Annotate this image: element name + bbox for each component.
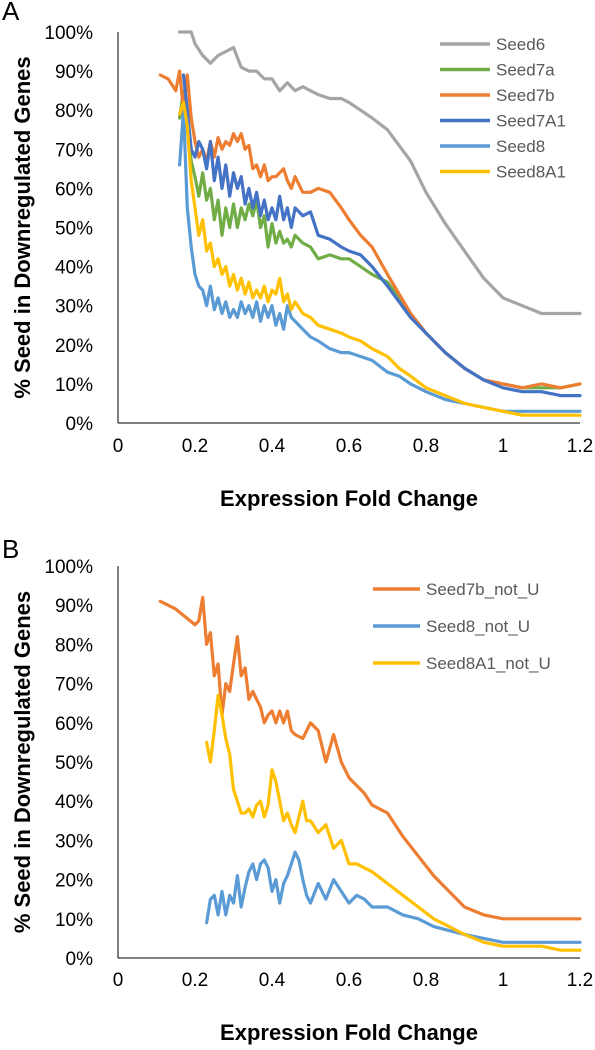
y-tick-label: 10% [55, 375, 93, 396]
y-tick-label: 50% [55, 219, 93, 240]
x-tick-label: 0.2 [182, 970, 208, 991]
y-tick-label: 100% [44, 557, 93, 578]
series-line-seed8a1 [178, 100, 582, 417]
y-tick-label: 40% [55, 258, 93, 279]
x-tick-label: 0.6 [336, 436, 362, 457]
series-line-seed7a1 [181, 73, 582, 398]
x-axis-title: Expression Fold Change [220, 486, 478, 511]
y-tick-label: 100% [44, 23, 93, 44]
y-tick-label: 10% [55, 910, 93, 931]
legend-label-seed7a: Seed7a [496, 61, 555, 80]
y-tick-label: 60% [55, 714, 93, 735]
panel-letter-b: B [2, 534, 19, 564]
legend-label-seed8-not-u: Seed8_not_U [426, 617, 530, 636]
y-tick-label: 0% [66, 949, 94, 970]
y-tick-label: 20% [55, 336, 93, 357]
legend-label-seed8a1-not-u: Seed8A1_not_U [426, 654, 551, 673]
legend-label-seed6: Seed6 [496, 35, 545, 54]
x-tick-label: 1 [498, 970, 509, 991]
series-line-seed8 [178, 108, 582, 413]
y-tick-label: 90% [55, 62, 93, 83]
y-tick-label: 0% [66, 414, 94, 435]
y-tick-label: 80% [55, 101, 93, 122]
series-line-seed8a1-not-u [205, 693, 582, 952]
series-line-seed8-not-u [205, 850, 582, 944]
y-tick-label: 60% [55, 179, 93, 200]
chart-panel-b: 0% 10% 20% 30% 40% 50% 60% 70% 80% 90% 100% 0 0.2 0.4… [10, 557, 593, 1045]
legend-label-seed7b: Seed7b [496, 86, 555, 105]
y-axis-title: % Seed in Downregulated Genes [10, 591, 35, 933]
x-tick-label: 0 [113, 970, 124, 991]
x-tick-label: 0.8 [413, 436, 439, 457]
y-tick-label: 50% [55, 753, 93, 774]
x-tick-label: 1 [498, 436, 509, 457]
x-tick-label: 0.2 [182, 436, 208, 457]
legend-label-seed7a1: Seed7A1 [496, 112, 566, 131]
x-tick-label: 0.8 [413, 970, 439, 991]
series-line-seed7b-not-u [158, 595, 582, 921]
legend-label-seed8: Seed8 [496, 137, 545, 156]
x-tick-label: 0 [113, 436, 124, 457]
series-line-seed6 [178, 30, 582, 316]
y-tick-label: 70% [55, 140, 93, 161]
y-tick-label: 40% [55, 792, 93, 813]
y-tick-label: 20% [55, 871, 93, 892]
legend-label-seed7b-not-u: Seed7b_not_U [426, 580, 539, 599]
x-tick-label: 0.6 [336, 970, 362, 991]
x-axis-title: Expression Fold Change [220, 1020, 478, 1045]
y-tick-label: 80% [55, 635, 93, 656]
y-tick-label: 30% [55, 297, 93, 318]
x-tick-label: 1.2 [567, 970, 593, 991]
x-tick-label: 1.2 [567, 436, 593, 457]
y-tick-label: 90% [55, 596, 93, 617]
chart-panel-a: 0% 10% 20% 30% 40% 50% 60% 70% 80% 90% 100% 0 0.2 0.4… [10, 23, 593, 511]
y-axis-title: % Seed in Downregulated Genes [10, 56, 35, 398]
x-tick-label: 0.4 [259, 970, 286, 991]
y-tick-label: 30% [55, 831, 93, 852]
panel-letter-a: A [2, 0, 20, 26]
legend-label-seed8a1: Seed8A1 [496, 163, 566, 182]
y-tick-label: 70% [55, 675, 93, 696]
x-tick-label: 0.4 [259, 436, 286, 457]
